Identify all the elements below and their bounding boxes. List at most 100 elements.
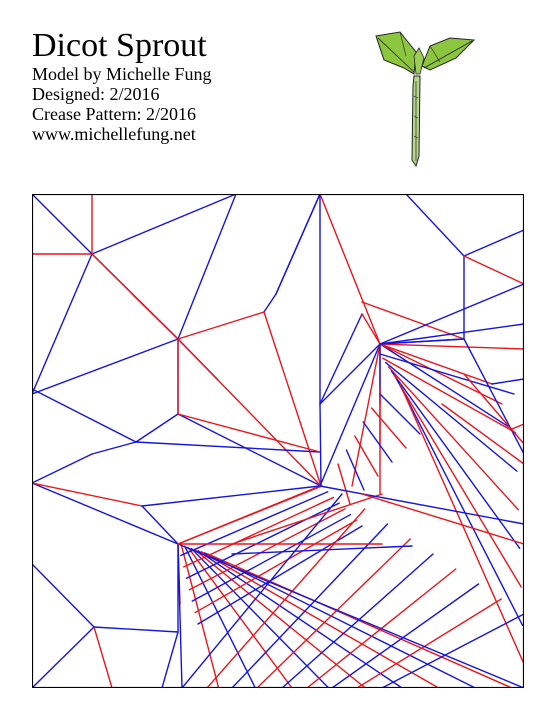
mountain-crease xyxy=(319,485,524,525)
mountain-crease xyxy=(32,338,179,395)
valley-crease xyxy=(177,338,322,487)
valley-crease xyxy=(361,493,524,545)
mountain-crease xyxy=(463,229,524,257)
mountain-crease xyxy=(183,545,257,688)
mountain-crease xyxy=(379,283,524,345)
valley-crease xyxy=(177,311,265,340)
website-link[interactable]: www.michellefung.net xyxy=(32,124,196,144)
mountain-crease xyxy=(32,388,137,443)
mountain-crease xyxy=(379,393,421,435)
page-title: Dicot Sprout xyxy=(32,27,207,64)
mountain-crease xyxy=(381,613,524,688)
valley-crease xyxy=(361,313,381,345)
mountain-crease xyxy=(263,293,277,313)
valley-crease xyxy=(356,598,502,688)
valley-crease xyxy=(463,255,524,285)
mountain-crease xyxy=(91,194,237,255)
mountain-crease xyxy=(135,413,179,443)
mountain-crease xyxy=(379,353,515,395)
mountain-crease xyxy=(319,343,381,487)
mountain-crease xyxy=(181,493,343,688)
mountain-crease xyxy=(362,421,393,463)
valley-crease xyxy=(463,373,524,445)
mountain-crease xyxy=(32,563,95,628)
valley-crease xyxy=(231,493,383,545)
valley-crease xyxy=(183,496,335,568)
mountain-crease xyxy=(32,253,93,395)
valley-crease xyxy=(337,463,351,505)
valley-crease xyxy=(177,485,323,545)
mountain-crease xyxy=(463,338,524,455)
mountain-crease xyxy=(180,491,329,557)
mountain-crease xyxy=(197,549,403,688)
designed-date: Designed: 2/2016 xyxy=(32,84,160,104)
valley-crease xyxy=(511,423,524,430)
mountain-crease xyxy=(135,441,321,453)
valley-crease xyxy=(351,343,381,487)
mountain-crease xyxy=(32,626,95,688)
valley-crease xyxy=(393,374,522,588)
valley-crease xyxy=(441,403,524,465)
mountain-crease xyxy=(231,523,389,688)
valley-crease xyxy=(177,413,321,453)
crease-pattern xyxy=(32,194,524,688)
mountain-crease xyxy=(191,513,352,602)
valley-crease xyxy=(319,194,381,345)
valley-crease xyxy=(263,311,322,487)
valley-crease xyxy=(379,343,503,405)
mountain-crease xyxy=(379,323,524,345)
valley-crease xyxy=(32,482,143,507)
valley-crease xyxy=(194,519,357,614)
mountain-crease xyxy=(32,194,93,255)
mountain-crease xyxy=(141,505,179,545)
valley-crease xyxy=(379,343,493,385)
valley-crease xyxy=(387,366,519,511)
mountain-crease xyxy=(379,343,513,430)
crease-pattern-date: Crease Pattern: 2/2016 xyxy=(32,104,196,124)
mountain-crease xyxy=(185,502,340,579)
paper-border xyxy=(32,194,524,688)
valley-crease xyxy=(399,383,524,665)
mountain-crease xyxy=(161,631,179,688)
mountain-crease xyxy=(281,553,434,688)
sprout-right-leaf xyxy=(421,37,476,71)
valley-crease xyxy=(361,301,465,340)
valley-crease xyxy=(382,357,517,434)
mountain-crease xyxy=(345,449,365,491)
mountain-crease xyxy=(177,413,322,487)
valley-crease xyxy=(93,626,113,688)
mountain-crease xyxy=(177,194,237,340)
mountain-crease xyxy=(379,338,465,345)
mountain-crease xyxy=(319,343,381,405)
valley-crease xyxy=(131,293,179,340)
valley-crease xyxy=(354,435,379,477)
valley-crease xyxy=(180,544,220,688)
mountain-crease xyxy=(231,545,413,555)
valley-crease xyxy=(370,407,407,449)
mountain-crease xyxy=(319,313,363,405)
mountain-crease xyxy=(177,543,183,688)
mountain-crease xyxy=(93,626,179,633)
mountain-crease xyxy=(190,547,330,688)
model-credit: Model by Michelle Fung xyxy=(32,64,212,84)
mountain-crease xyxy=(32,453,93,484)
mountain-crease xyxy=(405,194,465,257)
valley-crease xyxy=(188,508,346,591)
mountain-crease xyxy=(32,482,179,545)
sprout-icon xyxy=(375,31,476,168)
mountain-crease xyxy=(331,583,480,688)
mountain-crease xyxy=(177,543,524,688)
mountain-crease xyxy=(491,378,524,385)
mountain-crease xyxy=(385,361,518,472)
header: Dicot Sprout Model by Michelle Fung Desi… xyxy=(32,27,212,145)
valley-crease xyxy=(256,538,411,688)
valley-crease xyxy=(379,343,524,350)
mountain-crease xyxy=(390,370,521,549)
mountain-crease xyxy=(275,194,321,295)
valley-crease xyxy=(200,551,440,688)
mountain-crease xyxy=(319,403,322,487)
mountain-crease xyxy=(203,552,477,688)
mountain-crease xyxy=(91,441,137,455)
crease-lines xyxy=(32,194,524,688)
mountain-crease xyxy=(141,485,321,507)
